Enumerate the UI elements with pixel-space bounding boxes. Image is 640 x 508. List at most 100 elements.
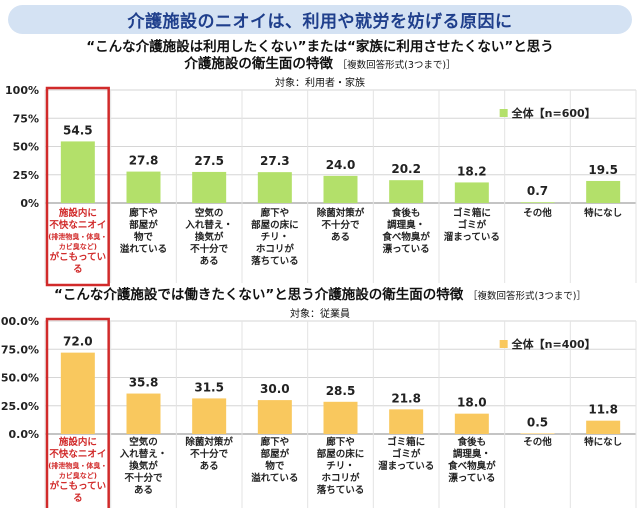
bar <box>586 180 621 203</box>
category-label-line: ある <box>199 256 219 267</box>
y-tick-label: 0.0% <box>8 428 39 441</box>
category-label-line: 廊下や <box>129 208 158 219</box>
category-label-line: ゴミが <box>391 449 421 460</box>
bar-value-label: 28.5 <box>326 384 356 398</box>
category-label-line: がこもっている <box>49 252 107 275</box>
category-label-line: チリ・ <box>326 461 355 472</box>
bar-value-label: 20.2 <box>391 162 421 176</box>
chart2-subject: 対象：従業員 <box>290 309 350 320</box>
category-label-line: 除菌対策が <box>185 437 233 448</box>
bar <box>60 352 95 434</box>
bar-value-label: 72.0 <box>63 335 93 349</box>
category-label: 廊下や 部屋の床に チリ・ ホコリが 落ちている <box>308 437 374 497</box>
category-label-line: 食べ物臭が <box>448 461 496 472</box>
category-label-line: 溜まっている <box>378 461 435 472</box>
bar <box>323 175 358 203</box>
bar <box>126 171 161 203</box>
banner-title: 介護施設のニオイは、利用や就労を妨げる原因に <box>127 12 513 32</box>
category-label-line: ゴミ箱に <box>387 437 426 448</box>
category-label: 施設内に 不快なニオイ (排泄物臭・体臭・カビ臭など) がこもっている <box>45 437 111 505</box>
category-label-line: 部屋の床に <box>316 449 365 460</box>
category-label-line: がこもっている <box>49 481 107 504</box>
bar-value-label: 0.5 <box>527 415 548 429</box>
chart1-plot: 100% 75% 50% 25% 0% 54.5 27.8 27.5 27.3 24.0 20.2 1… <box>5 84 637 287</box>
bar <box>454 182 489 203</box>
y-tick-label: 50% <box>13 141 39 154</box>
bar-value-label: 18.0 <box>457 396 487 410</box>
bar-value-label: 0.7 <box>527 184 548 198</box>
bar <box>192 171 227 203</box>
bar <box>389 180 424 203</box>
category-label-line: 食後も <box>457 437 487 448</box>
bar <box>520 433 555 434</box>
category-label-line: 換気が <box>194 232 224 243</box>
category-label-line: 不十分で <box>321 220 360 231</box>
bar <box>257 172 292 203</box>
category-label: 廊下や 部屋が 物で 溢れている <box>111 208 177 256</box>
chart2-title-note: ［複数回答形式(3つまで)］ <box>467 291 586 302</box>
category-label: ゴミ箱に ゴミが 溜まっている <box>439 208 505 244</box>
bar <box>257 400 292 434</box>
category-label-line: 調理臭・ <box>452 449 491 460</box>
category-label-line: 特になし <box>584 208 623 219</box>
category-label-line: 溢れている <box>251 473 299 484</box>
category-label: 特になし <box>570 208 636 220</box>
bar <box>389 409 424 434</box>
bar <box>520 202 555 203</box>
category-label-line: ある <box>330 232 350 243</box>
category-label-line: 溢れている <box>119 244 168 255</box>
category-label-line: 漂っている <box>382 244 430 255</box>
bar-value-label: 11.8 <box>588 403 618 417</box>
legend-swatch <box>499 109 508 117</box>
y-tick-label: 75.0% <box>1 343 39 356</box>
chart2-plot: 100.0% 75.0% 50.0% 25.0% 0.0% 72.0 35.8 31.5 30.… <box>0 315 637 508</box>
chart1-subject: 対象：利用者・家族 <box>275 78 365 89</box>
category-label-line: 調理臭・ <box>387 220 426 231</box>
category-label-line: 不快なニオイ <box>49 220 107 231</box>
category-label: ゴミ箱に ゴミが 溜まっている <box>373 437 439 473</box>
bar <box>126 393 161 434</box>
bar-value-label: 31.5 <box>194 380 224 394</box>
category-label-line: 施設内に <box>58 437 97 448</box>
category-label-line: 空気の <box>194 208 224 219</box>
bar-value-label: 27.5 <box>194 154 224 168</box>
category-label-line: 空気の <box>129 437 158 448</box>
category-label-line: 不快なニオイ <box>49 449 107 460</box>
y-tick-label: 25% <box>13 169 39 182</box>
highlight-frame <box>45 86 110 287</box>
bar <box>192 398 227 434</box>
chart1-title-line1: “こんな介護施設は利用したくない”または“家族に利用させたくない”と思う <box>86 39 554 55</box>
y-tick-label: 25.0% <box>1 400 39 413</box>
category-label-line: 廊下や <box>326 437 355 448</box>
category-label-note: (排泄物臭・体臭・カビ臭など) <box>48 462 108 480</box>
bar-value-label: 54.5 <box>63 123 93 137</box>
category-label-line: 施設内に <box>58 208 97 219</box>
bar <box>60 141 95 203</box>
category-label-line: 部屋が <box>260 449 290 460</box>
category-label-line: 換気が <box>129 461 158 472</box>
chart1-title-note: ［複数回答形式(3つまで)］ <box>337 60 456 71</box>
category-label-line: 溜まっている <box>443 232 500 243</box>
bar <box>454 413 489 434</box>
category-label: 除菌対策が 不十分で ある <box>308 208 374 244</box>
bar-value-label: 27.8 <box>129 154 159 168</box>
bar-value-label: 24.0 <box>326 158 356 172</box>
category-label-note: (排泄物臭・体臭・カビ臭など) <box>48 233 108 251</box>
category-label-line: 落ちている <box>316 485 365 496</box>
y-tick-label: 100.0% <box>0 315 39 328</box>
bar-value-label: 18.2 <box>457 164 487 178</box>
category-label: 廊下や 部屋の床に チリ・ ホコリが 落ちている <box>242 208 308 268</box>
category-label-line: 食後も <box>391 208 421 219</box>
category-label-line: 廊下や <box>260 437 290 448</box>
category-label: 食後も 調理臭・ 食べ物臭が 漂っている <box>439 437 505 485</box>
category-label-line: 廊下や <box>260 208 290 219</box>
category-label: 除菌対策が 不十分で ある <box>176 437 242 473</box>
category-label: その他 <box>505 437 571 449</box>
legend-label: 全体【n=400】 <box>511 337 596 351</box>
bar <box>323 401 358 434</box>
category-label: 食後も 調理臭・ 食べ物臭が 漂っている <box>373 208 439 256</box>
category-label: 特になし <box>570 437 636 449</box>
y-tick-label: 100% <box>5 84 39 97</box>
page-banner: 介護施設のニオイは、利用や就労を妨げる原因に <box>8 5 632 34</box>
category-label-line: 特になし <box>584 437 623 448</box>
